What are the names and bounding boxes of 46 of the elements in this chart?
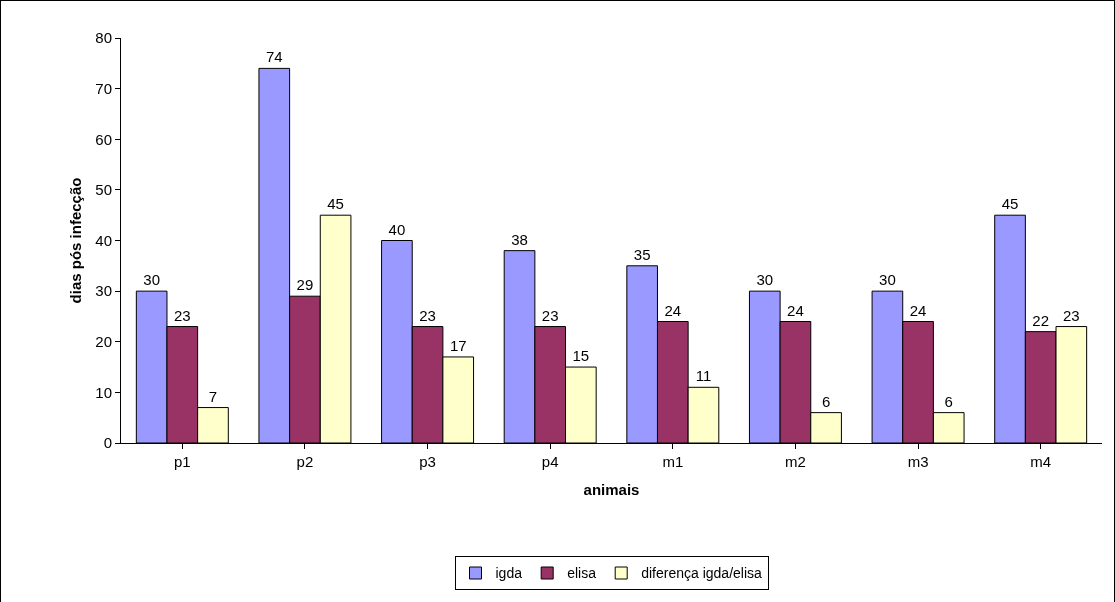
data-label: 30 [756,271,774,289]
x-tick-label: m4 [1030,453,1052,470]
x-tick-label: p4 [541,453,559,470]
data-label: 40 [388,220,406,238]
data-label: 29 [296,276,314,294]
data-label: 23 [541,306,559,324]
x-tick-label: m3 [907,453,929,470]
data-label: 11 [695,367,712,385]
y-tick-label: 50 [95,181,112,199]
data-label: 30 [143,271,160,289]
data-label: 6 [821,392,831,410]
data-label: 35 [633,245,651,263]
data-label: 6 [944,392,953,410]
data-label: 74 [265,48,283,66]
y-tick-label: 40 [95,231,112,249]
data-label: 45 [327,195,344,213]
y-axis-title: dias pós infecção [67,177,84,304]
legend-label: igda [495,565,523,582]
data-label: 22 [1032,311,1050,329]
data-label: 23 [419,306,436,324]
x-axis-title: animais [583,481,640,498]
data-label: 15 [572,347,590,365]
data-label: 23 [1063,306,1080,324]
x-tick-label: p1 [173,453,191,470]
y-tick-label: 20 [95,333,112,350]
data-label: 24 [909,301,927,319]
data-label: 38 [511,230,528,248]
y-tick-label: 10 [95,383,112,401]
x-tick-label: m2 [785,453,806,470]
y-tick-label: 80 [95,29,112,47]
y-tick-label: 30 [95,282,112,300]
data-label: 30 [879,271,896,289]
data-label: 7 [208,387,218,405]
x-tick-label: p3 [419,453,436,470]
y-tick-label: 70 [95,79,112,97]
data-label: 23 [173,306,191,324]
legend-label: diferença igda/elisa [641,565,763,582]
data-label: 45 [1001,195,1019,213]
legend-label: elisa [567,565,597,582]
data-label: 24 [664,301,682,319]
y-tick-label: 60 [95,130,112,148]
data-label: 17 [449,336,467,354]
data-label: 24 [787,301,804,319]
x-tick-label: m1 [662,453,684,470]
y-tick-label: 0 [103,434,112,452]
x-tick-label: p2 [296,453,314,470]
